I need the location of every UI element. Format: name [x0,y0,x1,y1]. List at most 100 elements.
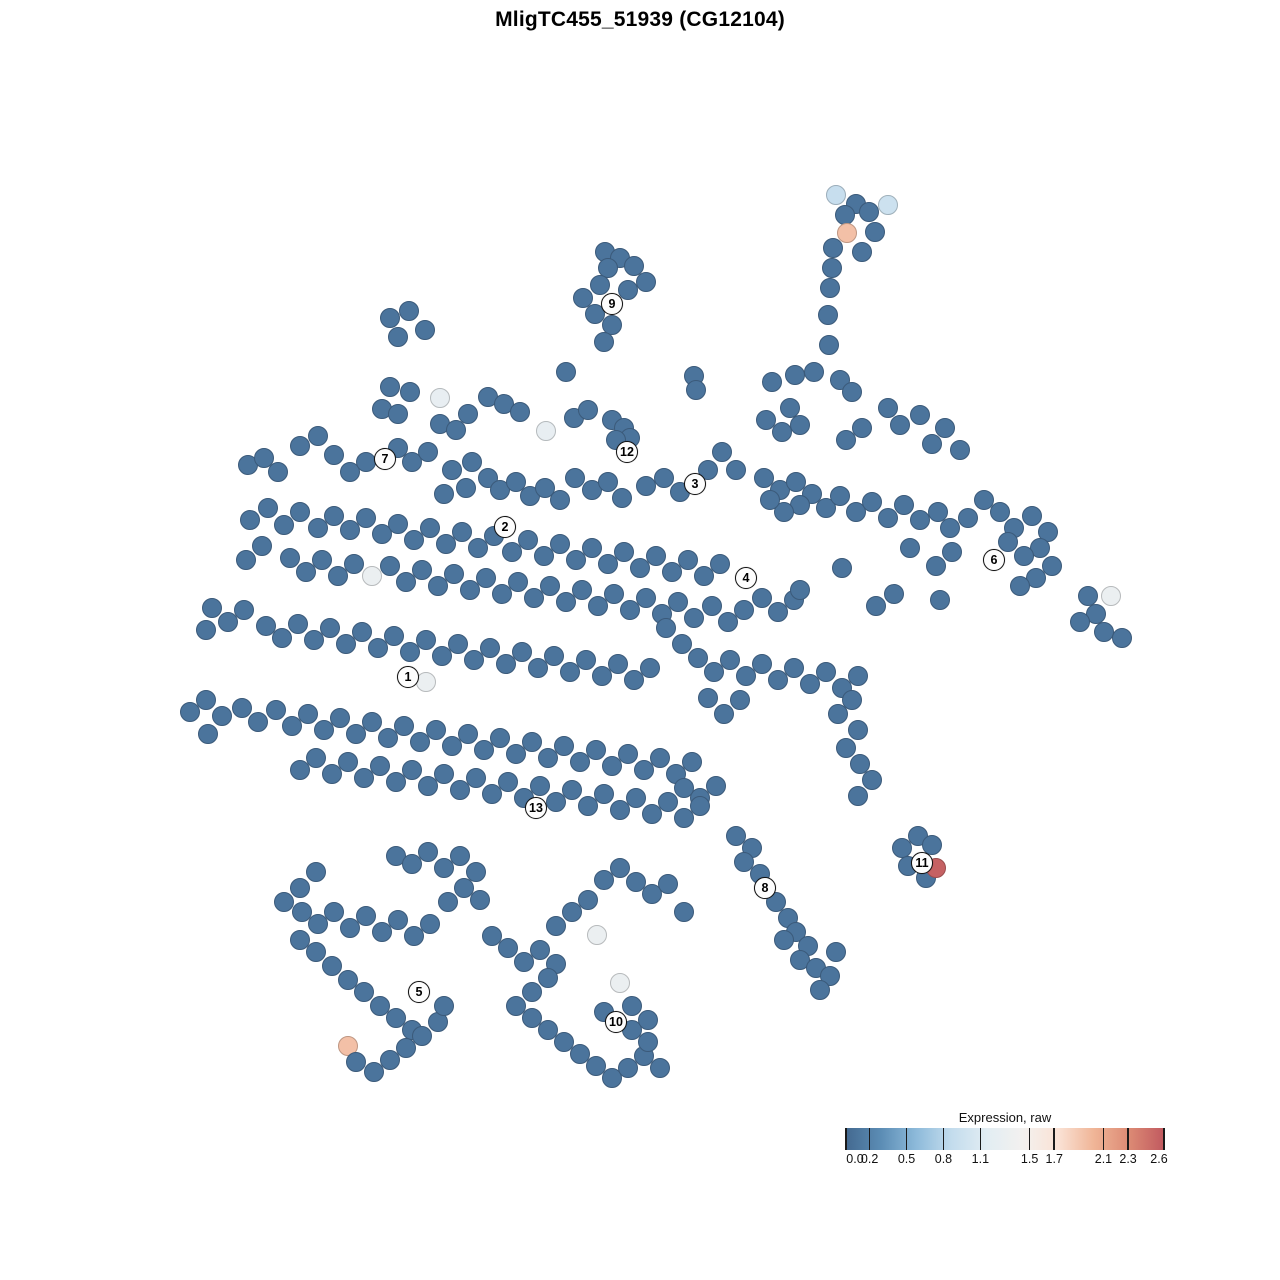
scatter-point [388,404,408,424]
scatter-point [346,1052,366,1072]
scatter-point [674,902,694,922]
scatter-point [654,468,674,488]
scatter-point [662,562,682,582]
scatter-point [468,538,488,558]
scatter-point [372,524,392,544]
scatter-point [634,760,654,780]
scatter-point [754,468,774,488]
scatter-point [1030,538,1050,558]
cluster-label-6[interactable]: 6 [983,549,1005,571]
colorbar-tick [1102,1128,1105,1150]
cluster-label-13[interactable]: 13 [525,797,547,819]
scatter-point [556,362,576,382]
scatter-point [636,588,656,608]
scatter-point [198,724,218,744]
scatter-point [344,554,364,574]
scatter-point [364,1062,384,1082]
colorbar-tick-label: 0.8 [934,1152,953,1166]
cluster-label-4[interactable]: 4 [735,567,757,589]
scatter-point [736,666,756,686]
scatter-point [308,518,328,538]
cluster-label-8[interactable]: 8 [754,877,776,899]
cluster-label-5[interactable]: 5 [408,981,430,1003]
cluster-label-11[interactable]: 11 [911,852,933,874]
scatter-point [620,600,640,620]
scatter-point [726,826,746,846]
scatter-point [538,748,558,768]
colorbar-tick-labels: 0.0 0.2 0.5 0.8 1.1 1.5 1.7 2.1 2.3 2.6 [845,1152,1167,1170]
scatter-point [734,600,754,620]
scatter-point [490,728,510,748]
scatter-point [268,462,288,482]
scatter-point [690,796,710,816]
cluster-label-2[interactable]: 2 [494,516,516,538]
data-points-layer [180,185,1132,1088]
scatter-point [266,700,286,720]
scatter-point [380,556,400,576]
cluster-label-3[interactable]: 3 [684,473,706,495]
cluster-label-12[interactable]: 12 [616,441,638,463]
scatter-point [308,914,328,934]
scatter-point [618,1058,638,1078]
scatter-point [378,728,398,748]
scatter-point [638,1032,658,1052]
cluster-label-9[interactable]: 9 [601,293,623,315]
scatter-point [842,382,862,402]
scatter-point [752,654,772,674]
scatter-point [1112,628,1132,648]
scatter-point [420,518,440,538]
scatter-point [386,1008,406,1028]
scatter-point [598,472,618,492]
scatter-point [894,495,914,515]
scatter-point [556,592,576,612]
scatter-point [846,502,866,522]
scatter-point [202,598,222,618]
scatter-point [458,404,478,424]
colorbar-gradient [845,1128,1165,1150]
scatter-point [990,502,1010,522]
scatter-point [638,1010,658,1030]
scatter-point [324,506,344,526]
scatter-point [636,272,656,292]
scatter-point [566,550,586,570]
cluster-label-7[interactable]: 7 [374,448,396,470]
scatter-point [572,580,592,600]
scatter-point [430,388,450,408]
scatter-point [766,892,786,912]
scatter-point [578,890,598,910]
scatter-point [618,744,638,764]
scatter-point [522,982,542,1002]
scatter-point [658,874,678,894]
scatter-point [790,950,810,970]
scatter-point [274,515,294,535]
colorbar-tick [845,1128,847,1150]
scatter-point [314,720,334,740]
scatter-point [892,838,912,858]
scatter-point [402,854,422,874]
scatter-point [346,724,366,744]
scatter-point [506,472,526,492]
scatter-point [710,554,730,574]
scatter-point [354,768,374,788]
scatter-point [826,185,846,205]
scatter-point [280,548,300,568]
scatter-point [538,968,558,988]
scatter-point [810,980,830,1000]
scatter-point [910,405,930,425]
cluster-label-10[interactable]: 10 [605,1011,627,1033]
scatter-point [320,618,340,638]
scatter-point [594,870,614,890]
scatter-point [573,288,593,308]
scatter-point [312,550,332,570]
cluster-label-1[interactable]: 1 [397,666,419,688]
scatter-point [772,422,792,442]
scatter-point [618,280,638,300]
scatter-point [502,542,522,562]
colorbar-tick-label: 1.7 [1045,1152,1063,1166]
scatter-point [510,402,530,422]
scatter-point [402,760,422,780]
scatter-point [442,736,462,756]
scatter-point [602,1068,622,1088]
scatter-point [588,596,608,616]
